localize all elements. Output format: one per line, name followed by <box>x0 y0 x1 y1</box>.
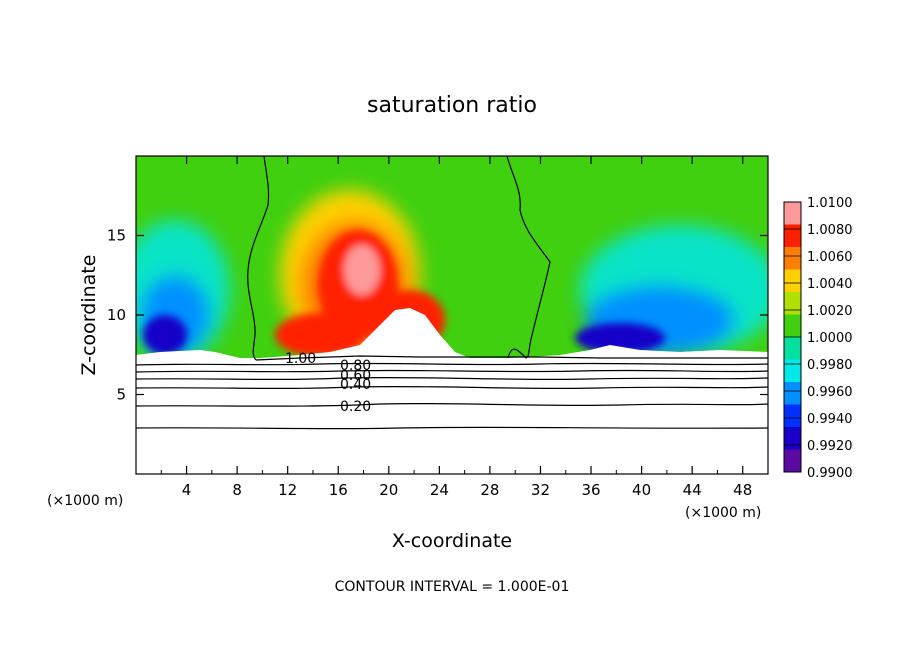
colorbar-label: 0.9980 <box>807 358 853 373</box>
x-tick-label: 36 <box>581 481 600 499</box>
colorbar-swatch <box>784 314 801 337</box>
contour-060 <box>136 376 768 381</box>
y-tick-label: 10 <box>107 306 126 324</box>
colorbar-swatch <box>784 247 801 270</box>
colorbar-label: 1.0040 <box>807 277 853 292</box>
lower-white-region <box>136 308 768 474</box>
colorbar-label: 1.0080 <box>807 223 853 238</box>
colorbar-swatch <box>784 337 801 360</box>
colorbar-swatch <box>784 382 801 405</box>
colorbar-swatch <box>784 292 801 315</box>
contour-100-left <box>247 156 270 361</box>
contour-010 <box>136 426 768 430</box>
colorbar-swatch <box>784 359 801 382</box>
x-tick-label: 32 <box>531 481 550 499</box>
contour-label-020: 0.20 <box>340 399 371 415</box>
contour-label-060: 0.60 <box>340 368 371 384</box>
contour-label-040: 0.40 <box>340 377 371 393</box>
contour-050 <box>136 385 768 390</box>
colorbar-swatch <box>784 269 801 292</box>
y-tick-label: 5 <box>116 386 126 404</box>
chart-title: saturation ratio <box>367 93 537 118</box>
contour-020 <box>136 402 768 407</box>
field-red-arm <box>275 313 365 357</box>
x-tick-label: 12 <box>278 481 297 499</box>
colorbar-label: 1.0060 <box>807 250 853 265</box>
x-tick-label: 8 <box>232 481 242 499</box>
contour-080 <box>136 362 768 366</box>
y-axis-label: Z-coordinate <box>78 255 100 376</box>
x-axis-label: X-coordinate <box>392 530 512 552</box>
colorbar-swatch <box>784 224 801 247</box>
contour-lines <box>136 156 768 430</box>
colorbar-label: 1.0000 <box>807 331 853 346</box>
y-tick-label: 15 <box>107 227 126 245</box>
x-tick-label: 48 <box>733 481 752 499</box>
heatmap-field <box>136 156 768 474</box>
x-tick-label: 44 <box>683 481 702 499</box>
colorbar-label: 0.9920 <box>807 439 853 454</box>
contour-100-base <box>255 355 768 361</box>
x-tick-label: 4 <box>182 481 192 499</box>
x-unit-label-left: (×1000 m) <box>47 493 123 509</box>
contour-label-080: 0.80 <box>340 358 371 374</box>
x-tick-label: 40 <box>632 481 651 499</box>
field-darkblue-right <box>575 323 665 353</box>
colorbar-label: 0.9940 <box>807 412 853 427</box>
contour-labels: 1.00 0.80 0.60 0.40 0.20 <box>285 351 371 415</box>
contour-label-100: 1.00 <box>285 351 316 367</box>
contour-interval-note: CONTOUR INTERVAL = 1.000E-01 <box>335 579 570 595</box>
colorbar-label: 0.9900 <box>807 466 853 481</box>
colorbar-label: 0.9960 <box>807 385 853 400</box>
x-unit-label-right: (×1000 m) <box>685 505 761 521</box>
x-tick-label: 28 <box>480 481 499 499</box>
y-axis: 5 10 15 <box>107 227 768 404</box>
x-axis: 4 8 12 16 20 24 28 32 36 40 44 48 <box>160 156 752 499</box>
colorbar-swatch <box>784 449 801 472</box>
colorbar-swatch <box>784 427 801 450</box>
contour-070 <box>136 369 768 373</box>
x-tick-label: 16 <box>329 481 348 499</box>
x-tick-label: 24 <box>430 481 449 499</box>
colorbar-swatch <box>784 202 801 225</box>
colorbar: 0.9900 0.9920 0.9940 0.9960 0.9980 1.0000 1.00… <box>783 196 853 481</box>
colorbar-label: 1.0020 <box>807 304 853 319</box>
colorbar-label: 1.0100 <box>807 196 853 211</box>
field-darkblue-left <box>143 315 187 355</box>
field-pink-core <box>344 245 380 295</box>
colorbar-swatch <box>784 404 801 427</box>
x-tick-label: 20 <box>379 481 398 499</box>
